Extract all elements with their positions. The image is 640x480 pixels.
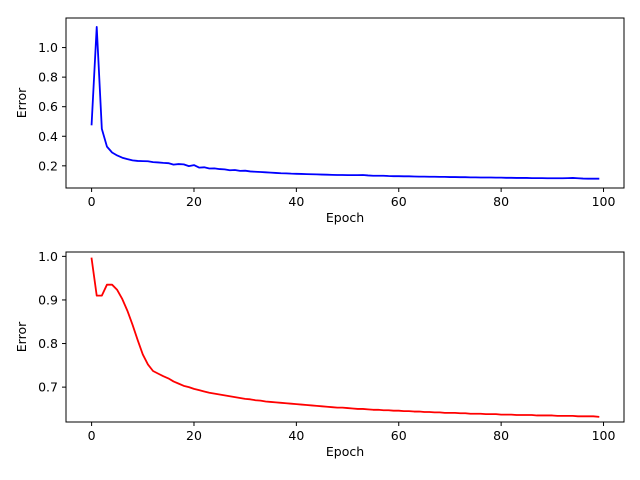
x-tick-label: 60 [391,194,407,209]
x-tick-label: 20 [186,194,202,209]
x-tick-label: 100 [592,194,616,209]
x-tick-label: 40 [288,194,304,209]
axes-frame [65,251,625,423]
x-tick-label: 0 [88,194,96,209]
error-plot-top: 0 20 40 60 80 100 0.2 0.4 0.6 0.8 1.0 Epoch Error [14,17,625,225]
series-line-0 [90,257,600,418]
x-axis-label: Epoch [326,210,364,225]
series-line-0 [90,25,600,180]
x-axis-label: Epoch [326,444,364,459]
y-tick-label: 0.4 [38,129,58,144]
x-tick-label: 60 [391,428,407,443]
y-tick-label: 0.8 [38,70,58,85]
x-tick-label: 0 [88,428,96,443]
x-tick-label: 80 [493,194,509,209]
y-tick-label: 1.0 [38,40,58,55]
x-tick-label: 80 [493,428,509,443]
x-tick-label: 40 [288,428,304,443]
y-tick-label: 0.9 [38,292,58,307]
x-tick-label: 100 [592,428,616,443]
error-plot-bottom: 0 20 40 60 80 100 0.7 0.8 0.9 1.0 Epoch Error [14,249,625,459]
y-tick-label: 1.0 [38,249,58,264]
y-axis-label: Error [14,321,29,352]
y-tick-label: 0.7 [38,380,58,395]
y-tick-label: 0.6 [38,99,58,114]
y-tick-label: 0.2 [38,158,58,173]
y-axis-label: Error [14,87,29,118]
y-tick-label: 0.8 [38,336,58,351]
axes-frame [65,17,625,189]
x-tick-label: 20 [186,428,202,443]
